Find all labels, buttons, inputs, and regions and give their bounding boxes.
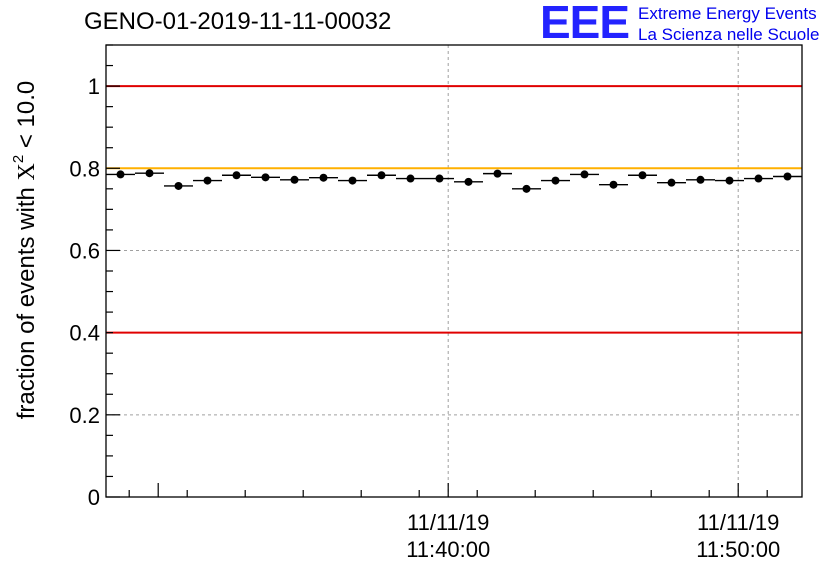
x-tick-label-time: 11:50:00 — [696, 537, 780, 562]
data-point — [348, 176, 357, 185]
grid-lines — [106, 45, 802, 497]
x-tick-label-date: 11/11/19 — [407, 510, 489, 535]
data-point — [232, 171, 241, 180]
data-points — [106, 169, 802, 193]
y-tick-label: 0 — [88, 485, 100, 510]
x-tick-label-time: 11:40:00 — [406, 537, 490, 562]
data-point — [551, 176, 560, 185]
data-point — [203, 176, 212, 185]
data-point — [464, 177, 473, 186]
data-point — [377, 171, 386, 180]
data-point — [667, 178, 676, 187]
data-point — [522, 184, 531, 193]
data-point — [406, 174, 415, 183]
run-title: GENO-01-2019-11-11-00032 — [84, 8, 392, 35]
logo-line-1: Extreme Energy Events — [638, 4, 817, 23]
data-point — [754, 174, 763, 183]
data-point — [174, 181, 183, 190]
data-point — [290, 175, 299, 184]
data-point — [783, 172, 792, 181]
y-axis-label: fraction of events with X2 < 10.0 — [2, 81, 40, 420]
logo-line-2: La Scienza nelle Scuole — [638, 25, 820, 44]
y-tick-label: 0.6 — [69, 238, 100, 263]
logo-mark: EEE — [540, 0, 630, 48]
y-tick-label: 0.2 — [69, 403, 100, 428]
y-tick-label: 0.4 — [69, 321, 100, 346]
data-point — [319, 173, 328, 182]
data-point — [696, 175, 705, 184]
data-point — [435, 174, 444, 183]
y-tick-label: 1 — [88, 74, 100, 99]
data-point — [725, 176, 734, 185]
reference-lines — [106, 85, 802, 334]
data-point — [638, 171, 647, 180]
plot-frame — [105, 44, 803, 498]
eee-logo: EEE Extreme Energy Events La Scienza nel… — [540, 0, 830, 48]
data-point — [261, 173, 270, 182]
data-point — [145, 169, 154, 178]
x-tick-label-date: 11/11/19 — [697, 510, 779, 535]
data-point — [609, 180, 618, 189]
data-point — [493, 169, 502, 178]
y-tick-label: 0.8 — [69, 156, 100, 181]
data-point — [580, 170, 589, 179]
data-point — [116, 170, 125, 179]
y-axis: 0 0.2 0.4 0.6 0.8 1 — [69, 44, 120, 510]
